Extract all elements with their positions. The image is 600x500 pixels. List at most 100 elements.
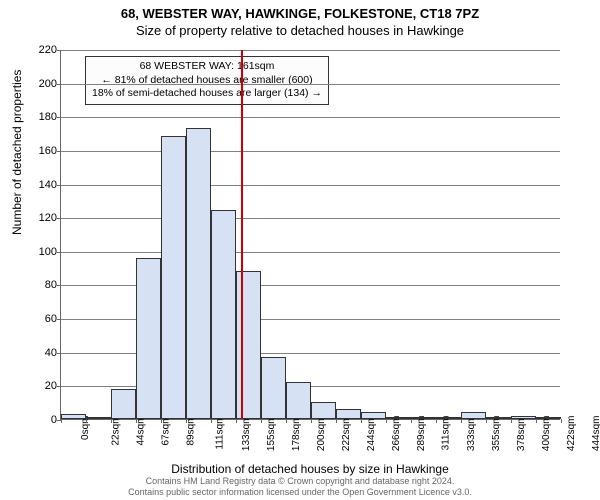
ytick-label: 40 xyxy=(31,347,57,359)
annotation-line2: ← 81% of detached houses are smaller (60… xyxy=(92,74,322,88)
xtick-mark xyxy=(561,419,562,423)
histogram-bar xyxy=(411,417,436,419)
ytick-label: 100 xyxy=(31,246,57,258)
histogram-bar xyxy=(536,417,561,419)
annotation-line3: 18% of semi-detached houses are larger (… xyxy=(92,87,322,101)
grid-line xyxy=(61,218,560,219)
ytick-mark xyxy=(57,252,61,253)
xtick-label: 200sqm xyxy=(316,416,327,452)
chart-title: 68, WEBSTER WAY, HAWKINGE, FOLKESTONE, C… xyxy=(0,0,600,21)
ytick-mark xyxy=(57,117,61,118)
grid-line xyxy=(61,84,560,85)
xtick-label: 22sqm xyxy=(111,416,122,446)
histogram-bar xyxy=(261,357,286,419)
histogram-bar xyxy=(361,412,386,419)
annotation-line1: 68 WEBSTER WAY: 161sqm xyxy=(92,60,322,74)
ytick-mark xyxy=(57,319,61,320)
ytick-label: 60 xyxy=(31,313,57,325)
histogram-bar xyxy=(286,382,311,419)
xtick-label: 67sqm xyxy=(161,416,172,446)
xtick-label: 89sqm xyxy=(186,416,197,446)
histogram-bar xyxy=(136,258,161,419)
xtick-mark xyxy=(211,419,212,423)
histogram-bar xyxy=(486,417,511,419)
xtick-label: 355sqm xyxy=(491,416,502,452)
xtick-mark xyxy=(411,419,412,423)
xtick-mark xyxy=(536,419,537,423)
ytick-mark xyxy=(57,386,61,387)
xtick-mark xyxy=(61,419,62,423)
grid-line xyxy=(61,117,560,118)
histogram-bar xyxy=(336,409,361,419)
histogram-bar xyxy=(161,136,186,419)
xtick-label: 444sqm xyxy=(591,416,600,452)
xtick-mark xyxy=(186,419,187,423)
xtick-mark xyxy=(311,419,312,423)
chart-container: 68, WEBSTER WAY, HAWKINGE, FOLKESTONE, C… xyxy=(0,0,600,500)
xtick-label: 378sqm xyxy=(516,416,527,452)
xtick-label: 222sqm xyxy=(341,416,352,452)
ytick-mark xyxy=(57,285,61,286)
ytick-label: 140 xyxy=(31,179,57,191)
histogram-bar xyxy=(511,416,536,419)
xtick-label: 289sqm xyxy=(416,416,427,452)
histogram-bar xyxy=(86,417,111,419)
xtick-mark xyxy=(386,419,387,423)
histogram-bar xyxy=(386,417,411,419)
histogram-bar xyxy=(211,210,236,419)
ytick-label: 120 xyxy=(31,212,57,224)
xtick-label: 311sqm xyxy=(440,416,451,451)
xtick-mark xyxy=(86,419,87,423)
xtick-mark xyxy=(236,419,237,423)
ytick-mark xyxy=(57,218,61,219)
xtick-label: 155sqm xyxy=(266,416,277,452)
xtick-mark xyxy=(436,419,437,423)
plot-area: 68 WEBSTER WAY: 161sqm ← 81% of detached… xyxy=(60,50,560,420)
xtick-mark xyxy=(336,419,337,423)
annotation-box: 68 WEBSTER WAY: 161sqm ← 81% of detached… xyxy=(85,56,329,105)
histogram-bar xyxy=(186,128,211,419)
footer-attribution: Contains HM Land Registry data © Crown c… xyxy=(0,476,600,498)
xtick-label: 133sqm xyxy=(241,416,252,452)
xtick-mark xyxy=(286,419,287,423)
y-axis-label: Number of detached properties xyxy=(10,70,24,235)
ytick-mark xyxy=(57,50,61,51)
xtick-mark xyxy=(111,419,112,423)
xtick-label: 244sqm xyxy=(366,416,377,452)
xtick-mark xyxy=(486,419,487,423)
xtick-mark xyxy=(136,419,137,423)
ytick-mark xyxy=(57,185,61,186)
ytick-label: 180 xyxy=(31,111,57,123)
ytick-mark xyxy=(57,151,61,152)
xtick-mark xyxy=(461,419,462,423)
ytick-label: 160 xyxy=(31,145,57,157)
xtick-label: 178sqm xyxy=(291,416,302,452)
histogram-bar xyxy=(436,417,461,419)
footer-line1: Contains HM Land Registry data © Crown c… xyxy=(0,476,600,487)
histogram-bar xyxy=(311,402,336,419)
xtick-mark xyxy=(511,419,512,423)
xtick-label: 333sqm xyxy=(466,416,477,452)
footer-line2: Contains public sector information licen… xyxy=(0,487,600,498)
grid-line xyxy=(61,50,560,51)
xtick-label: 266sqm xyxy=(391,416,402,452)
xtick-label: 111sqm xyxy=(215,416,226,450)
histogram-bar xyxy=(111,389,136,419)
histogram-bar xyxy=(236,271,261,419)
ytick-label: 80 xyxy=(31,279,57,291)
ytick-label: 0 xyxy=(31,414,57,426)
histogram-bar xyxy=(61,414,86,419)
ytick-label: 220 xyxy=(31,44,57,56)
xtick-mark xyxy=(161,419,162,423)
grid-line xyxy=(61,151,560,152)
ytick-mark xyxy=(57,84,61,85)
grid-line xyxy=(61,185,560,186)
chart-subtitle: Size of property relative to detached ho… xyxy=(0,21,600,38)
xtick-label: 400sqm xyxy=(541,416,552,452)
xtick-label: 422sqm xyxy=(566,416,577,452)
ytick-label: 20 xyxy=(31,380,57,392)
marker-line xyxy=(241,50,243,419)
ytick-mark xyxy=(57,353,61,354)
xtick-mark xyxy=(261,419,262,423)
xtick-mark xyxy=(361,419,362,423)
